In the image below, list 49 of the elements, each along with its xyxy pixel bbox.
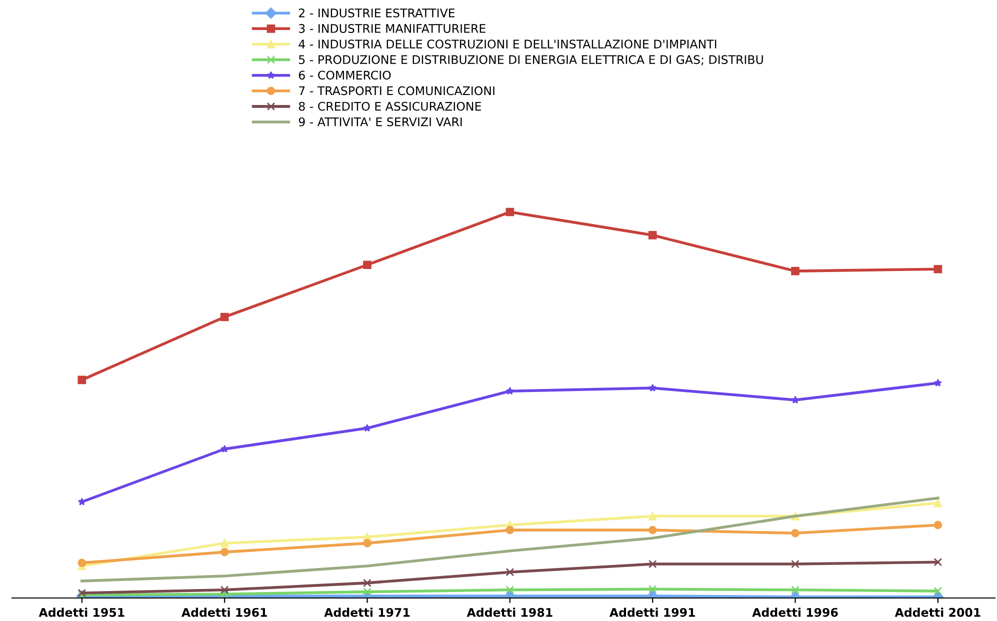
point [78, 558, 86, 568]
point [648, 512, 657, 520]
point [363, 539, 372, 548]
point [934, 558, 942, 566]
x-tick-label: Addetti 1971 [324, 608, 410, 617]
point [648, 560, 657, 568]
legend-label: 7 - TRASPORTI E COMUNICAZIONI [299, 86, 494, 96]
point [791, 528, 800, 538]
point [363, 260, 372, 270]
point [78, 498, 86, 506]
legend-label: 4 - INDUSTRIA DELLE COSTRUZIONI E DELL'INSTALLAZIONE D'IMPIANTI [298, 40, 716, 49]
legend-label: 5 - PRODUZIONE E DISTRIBUZIONE DI ENERGIA ELETTRICA E DI GAS; DISTRIBU [299, 55, 763, 66]
point [934, 498, 942, 508]
point [78, 376, 86, 384]
point [648, 526, 657, 534]
point [220, 548, 229, 556]
point [506, 586, 514, 594]
x-tick-label: Addetti 2001 [894, 608, 980, 617]
legend-label: 9 - ATTIVITA' E SERVIZI VARI [298, 117, 462, 126]
point [791, 560, 800, 568]
point [506, 568, 514, 576]
point [791, 586, 800, 594]
point [934, 586, 942, 596]
legend-label: 6 - COMMERCIO [298, 70, 391, 80]
point [934, 378, 942, 387]
legend-label: 2 - INDUSTRIE ESTRATTIVE [298, 8, 455, 18]
point [506, 526, 514, 534]
x-tick-label: Addetti 1996 [752, 608, 838, 617]
point [791, 396, 800, 404]
point [791, 266, 800, 276]
point [934, 264, 942, 274]
point [363, 588, 372, 596]
point [220, 312, 229, 322]
x-tick-label: Addetti 1961 [181, 608, 267, 617]
point [648, 384, 657, 392]
point [506, 208, 514, 216]
point [506, 386, 514, 395]
point [648, 230, 657, 240]
x-tick-label: Addetti 1981 [466, 608, 552, 617]
x-tick-label: Addetti 1951 [38, 608, 124, 617]
point [363, 578, 372, 588]
legend-label: 3 - INDUSTRIE MANIFATTURIERE [299, 24, 486, 33]
point [934, 520, 942, 530]
point [220, 586, 229, 594]
point [648, 584, 657, 594]
legend-label: 8 - CREDITO E ASSICURAZIONE [298, 102, 481, 111]
point [220, 444, 229, 453]
point [220, 539, 229, 548]
x-tick-label: Addetti 1991 [609, 608, 695, 617]
